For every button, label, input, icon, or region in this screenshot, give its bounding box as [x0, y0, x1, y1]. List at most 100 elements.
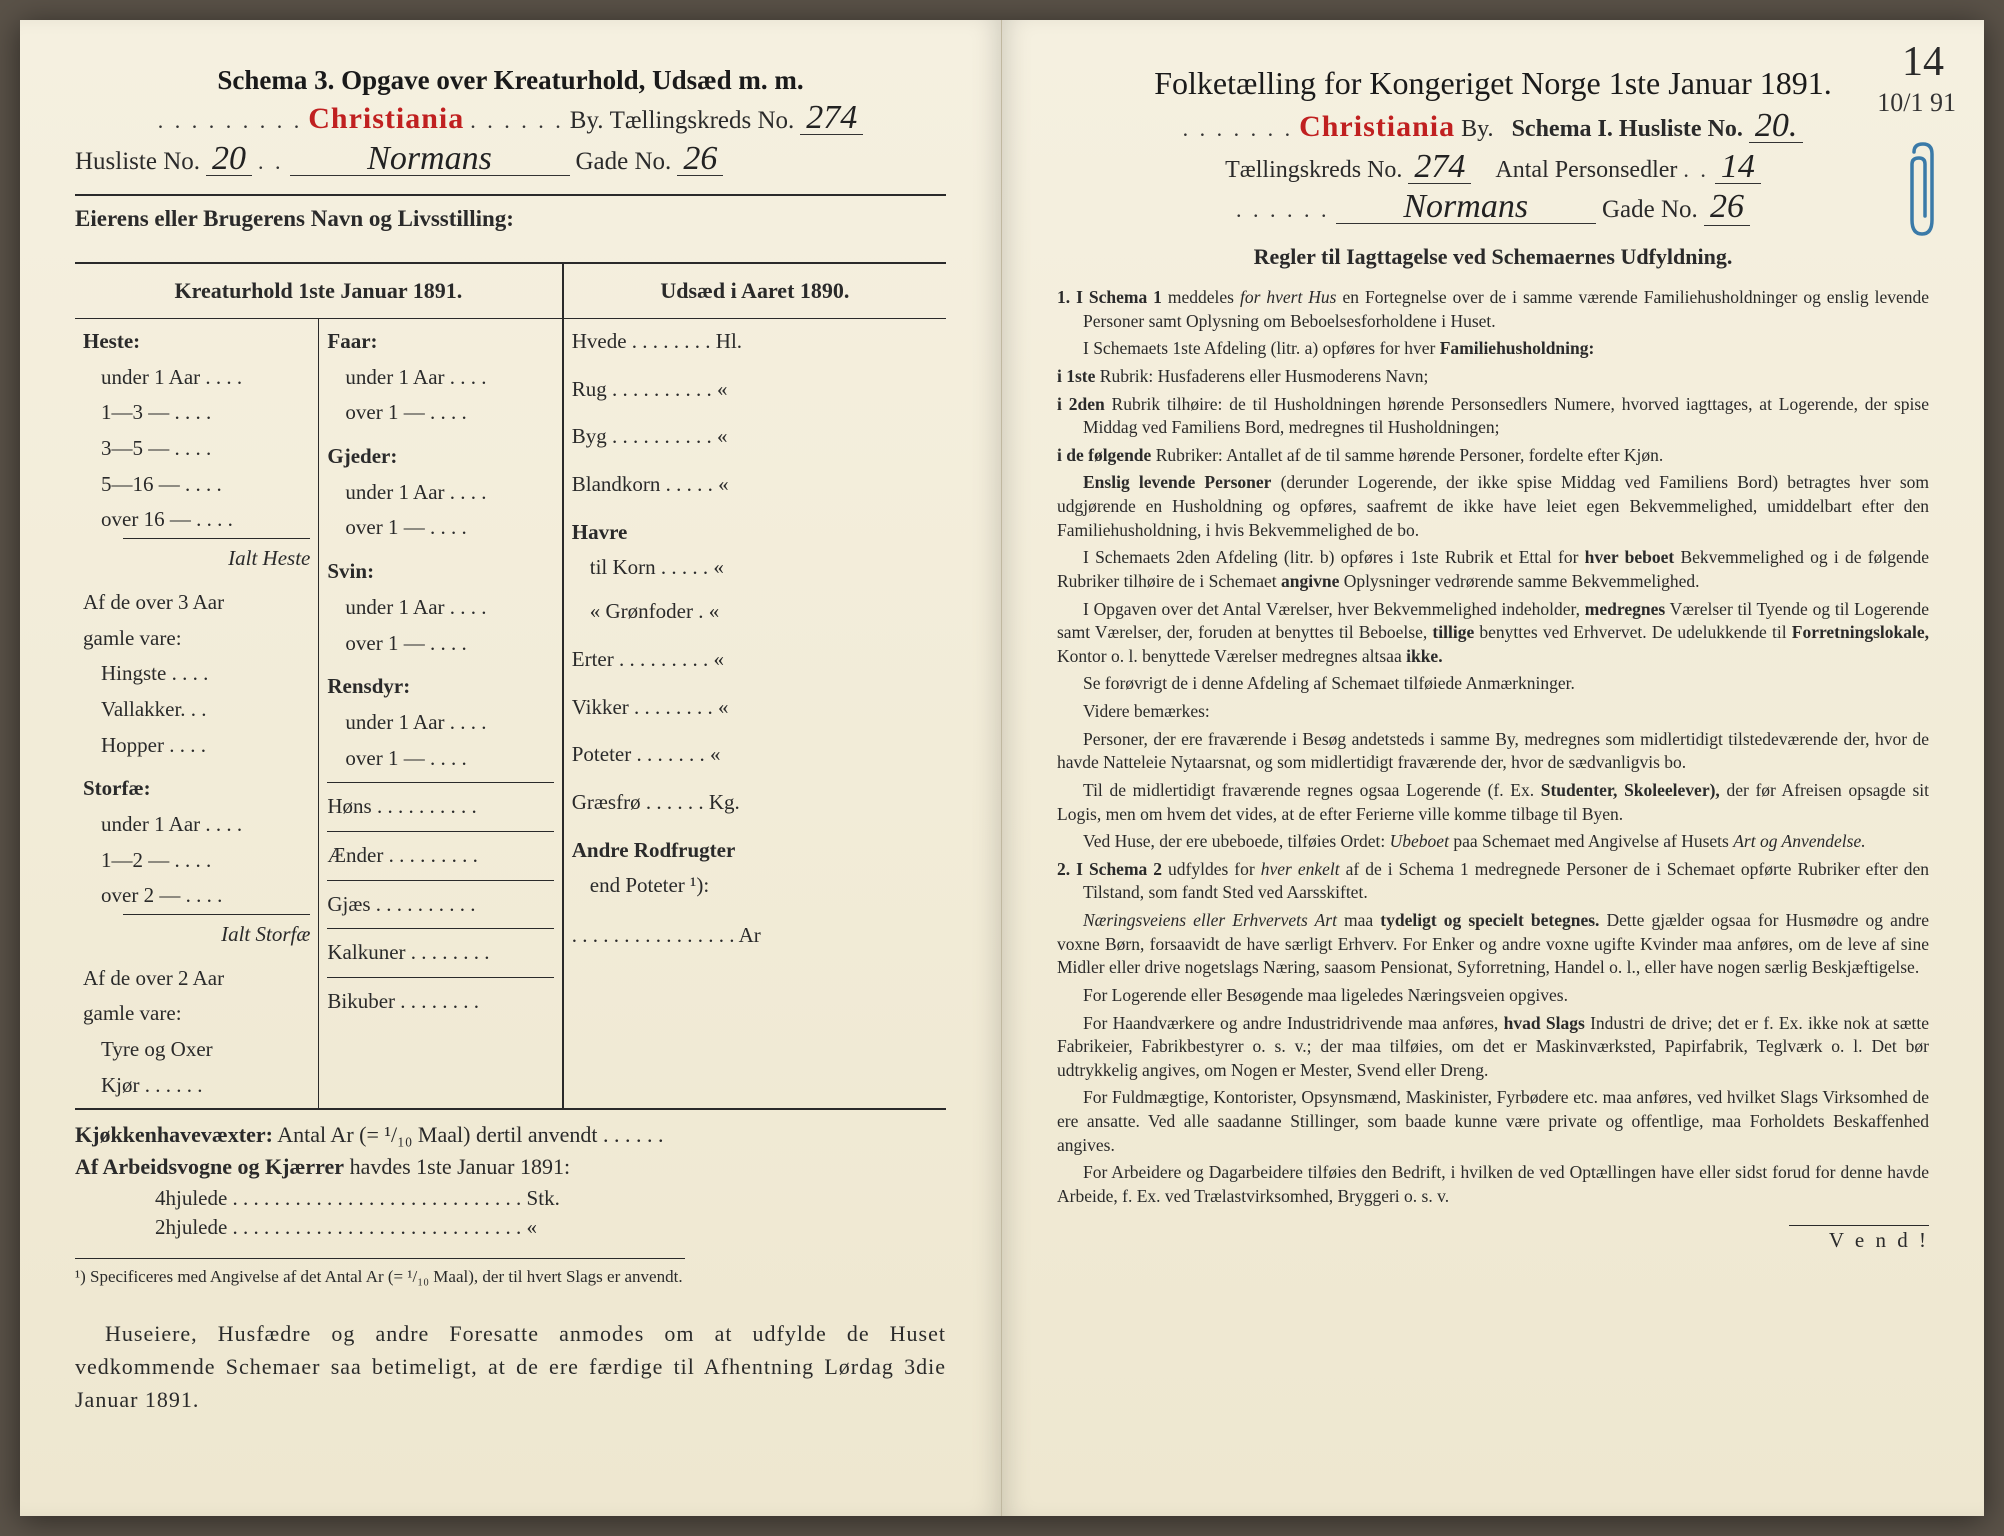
kreds-label: Tællingskreds No.: [1225, 157, 1402, 184]
t: Ubeboet: [1390, 831, 1449, 851]
row: til Korn . . . . . «: [572, 550, 938, 586]
heste-head: Heste:: [83, 324, 310, 360]
t: For Haandværkere og andre Industridriven…: [1083, 1013, 1504, 1033]
husliste-no: 20.: [1749, 111, 1804, 143]
gade-no: 26: [677, 144, 723, 176]
city-name: Christiania: [308, 102, 464, 136]
row: Hvede . . . . . . . . Hl.: [572, 324, 938, 360]
census-title: Folketælling for Kongeriget Norge 1ste J…: [1057, 65, 1929, 102]
dots: . . . . . . .: [1183, 116, 1294, 142]
t: I Schemaets 1ste Afdeling (litr. a) opfø…: [1083, 338, 1440, 358]
antal-label: Antal Personsedler: [1495, 157, 1677, 184]
t: Enslig levende Personer: [1083, 472, 1271, 492]
th-kreatur: Kreaturhold 1ste Januar 1891.: [75, 263, 563, 319]
city-name: Christiania: [1299, 110, 1455, 144]
t: For Fuldmægtige, Kontorister, Opsynsmænd…: [1057, 1086, 1929, 1157]
row: under 1 Aar . . . .: [327, 705, 553, 741]
row: 3—5 — . . . .: [83, 431, 310, 467]
t: For Arbeidere og Dagarbeidere tilføies d…: [1057, 1161, 1929, 1208]
gade-no: 26: [1704, 188, 1750, 226]
kreatur-table: Kreaturhold 1ste Januar 1891. Udsæd i Aa…: [75, 262, 946, 1110]
street-name: Normans: [1336, 192, 1596, 224]
row: Græsfrø . . . . . . Kg.: [572, 785, 938, 821]
by-label: By.: [570, 107, 604, 135]
row: Høns . . . . . . . . . .: [327, 782, 553, 825]
row: over 1 — . . . .: [327, 395, 553, 431]
by-label: By.: [1461, 116, 1493, 143]
t: Kontor o. l. benyttede Værelser medregne…: [1057, 646, 1406, 666]
paperclip-icon: [1906, 140, 1940, 240]
gade-label: Gade No.: [1602, 196, 1698, 223]
row: over 1 — . . . .: [327, 510, 553, 546]
row: Tyre og Oxer: [83, 1032, 310, 1068]
t: i 1ste: [1057, 366, 1095, 386]
t: meddeles: [1162, 287, 1240, 307]
row: Ænder . . . . . . . . .: [327, 831, 553, 874]
th-udsaed: Udsæd i Aaret 1890.: [563, 263, 946, 319]
t: maa: [1337, 910, 1380, 930]
t: Se forøvrigt de i denne Afdeling af Sche…: [1057, 672, 1929, 696]
row: Hingste . . . .: [83, 656, 310, 692]
right-kreds-line: Tællingskreds No. 274 Antal Personsedler…: [1057, 152, 1929, 184]
t: Rubriker: Antallet af de til samme høren…: [1151, 445, 1663, 465]
t: Rubrik: Husfaderens eller Husmoderens Na…: [1095, 366, 1428, 386]
vend-label: V e n d !: [1789, 1225, 1929, 1253]
t: Rubrik tilhøire: de til Husholdningen hø…: [1083, 394, 1929, 438]
schema3-title: Schema 3. Opgave over Kreaturhold, Udsæd…: [75, 65, 946, 96]
t: angivne: [1281, 571, 1339, 591]
dots: . . . . . .: [1236, 197, 1330, 222]
right-gade-line: . . . . . . Normans Gade No. 26: [1057, 192, 1929, 224]
dots: . . . . . .: [470, 108, 564, 134]
row: under 1 Aar . . . .: [327, 360, 553, 396]
t: hver beboet: [1585, 547, 1675, 567]
t: Til de midlertidigt fraværende regnes og…: [1083, 780, 1541, 800]
row: under 1 Aar . . . .: [327, 590, 553, 626]
row: Poteter . . . . . . . «: [572, 737, 938, 773]
row: Af de over 3 Aar: [83, 585, 310, 621]
row: Hopper . . . .: [83, 728, 310, 764]
row: over 2 — . . . .: [83, 878, 310, 914]
t: 2. I Schema 2: [1057, 859, 1162, 879]
havre-head: Havre: [572, 515, 938, 551]
andre-head: Andre Rodfrugter: [572, 833, 938, 869]
ialt-storfae: Ialt Storfæ: [123, 914, 310, 953]
row: . . . . . . . . . . . . . . . . Ar: [572, 918, 938, 954]
kjokken-label: Kjøkkenhavevæxter:: [75, 1122, 273, 1147]
row: Vallakker. . .: [83, 692, 310, 728]
t: tillige: [1432, 622, 1474, 642]
closing-text: Huseiere, Husfædre og andre Foresatte an…: [75, 1317, 946, 1416]
kreds-label: Tællingskreds No.: [610, 107, 795, 135]
t: for hvert Hus: [1240, 287, 1337, 307]
t: Art og Anvendelse.: [1733, 831, 1865, 851]
t: Forretningslokale,: [1792, 622, 1929, 642]
dots: . .: [258, 149, 284, 175]
t: I Opgaven over det Antal Værelser, hver …: [1083, 599, 1585, 619]
t: ikke.: [1406, 646, 1442, 666]
row: Blandkorn . . . . . «: [572, 467, 938, 503]
row: gamle vare:: [83, 621, 310, 657]
kjokken-rest: Antal Ar (= ¹/₁₀ Maal) dertil anvendt . …: [273, 1122, 664, 1147]
t: Videre bemærkes:: [1057, 700, 1929, 724]
husliste-label: Husliste No.: [75, 148, 200, 176]
t: i 2den: [1057, 394, 1105, 414]
gjeder-head: Gjeder:: [327, 439, 553, 475]
dots: . .: [1683, 157, 1709, 183]
t: medregnes: [1585, 599, 1665, 619]
footnote: ¹) Specificeres med Angivelse af det Ant…: [75, 1258, 685, 1287]
row: Bikuber . . . . . . . .: [327, 977, 553, 1020]
row: Rug . . . . . . . . . . «: [572, 372, 938, 408]
wheel4: 4hjulede . . . . . . . . . . . . . . . .…: [155, 1186, 946, 1211]
t: Familiehusholdning:: [1440, 338, 1595, 358]
row: over 16 — . . . .: [83, 502, 310, 538]
rensdyr-head: Rensdyr:: [327, 669, 553, 705]
arbeid-rest: havdes 1ste Januar 1891:: [344, 1154, 570, 1179]
faar-head: Faar:: [327, 324, 553, 360]
schema1-page: 14 10/1 91 Folketælling for Kongeriget N…: [1002, 20, 1984, 1516]
row: Byg . . . . . . . . . . «: [572, 419, 938, 455]
street-name: Normans: [290, 144, 570, 176]
row: over 1 — . . . .: [327, 626, 553, 662]
row: Kalkuner . . . . . . . .: [327, 928, 553, 971]
t: Oplysninger vedrørende samme Bekvemmelig…: [1339, 571, 1699, 591]
row: « Grønfoder . «: [572, 594, 938, 630]
arbeid-label: Af Arbeidsvogne og Kjærrer: [75, 1154, 344, 1179]
